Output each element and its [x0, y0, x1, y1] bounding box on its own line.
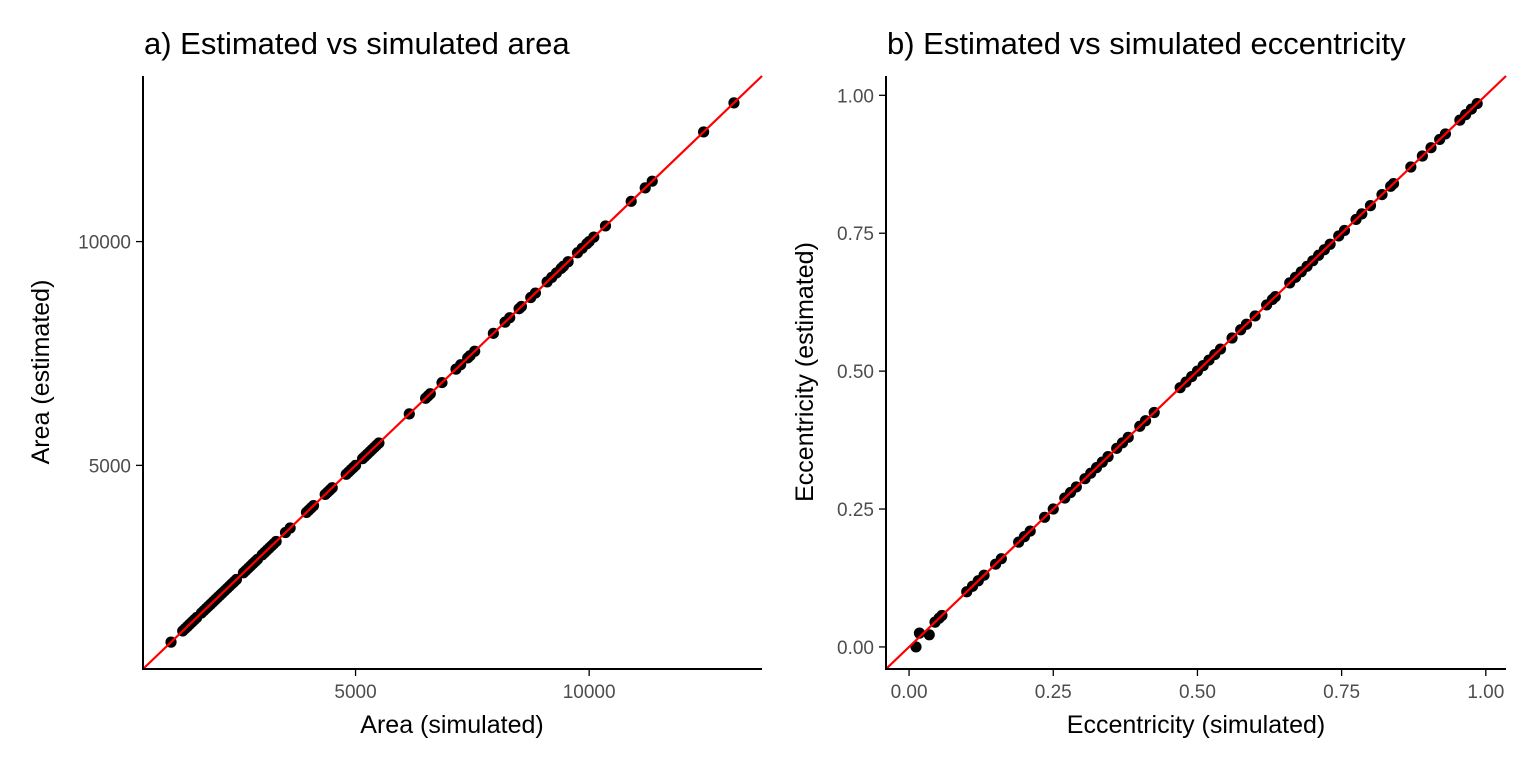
y-tick-label: 0.25	[837, 500, 874, 521]
y-axis-label: Eccentricity (estimated)	[791, 242, 819, 502]
panel-eccentricity: b) Estimated vs simulated eccentricity E…	[791, 26, 1507, 739]
ticks: 0.00 0.25 0.50 0.75 1.00 0.00 0.25 0.50 0.75 1.00	[837, 86, 1504, 703]
axes	[885, 76, 1506, 670]
y-tick-label: 0.50	[837, 362, 874, 383]
axes	[142, 76, 762, 670]
x-tick-label: 0.75	[1323, 682, 1360, 703]
y-tick-label: 0.75	[837, 224, 874, 245]
y-tick-label: 5000	[89, 456, 131, 477]
panel-area: a) Estimated vs simulated area Area (sim…	[27, 26, 763, 739]
chart-title: b) Estimated vs simulated eccentricity	[887, 26, 1406, 61]
x-axis-label: Area (simulated)	[360, 711, 543, 739]
y-tick-label: 1.00	[837, 86, 874, 107]
identity-line-group	[142, 75, 763, 670]
x-tick-label: 0.50	[1179, 682, 1216, 703]
x-tick-label: 10000	[563, 682, 616, 703]
data-point	[923, 629, 935, 641]
x-tick-label: 1.00	[1467, 682, 1504, 703]
chart-title: a) Estimated vs simulated area	[144, 26, 570, 61]
identity-line	[142, 75, 763, 670]
y-tick-label: 10000	[78, 233, 131, 254]
data-point	[913, 627, 926, 639]
identity-line	[885, 75, 1507, 670]
identity-line-group	[885, 75, 1507, 670]
x-tick-label: 0.00	[891, 682, 928, 703]
x-axis-label: Eccentricity (simulated)	[1067, 711, 1325, 739]
y-axis-label: Area (estimated)	[27, 280, 55, 465]
x-tick-label: 5000	[334, 682, 376, 703]
ticks: 5000 10000 5000 10000	[78, 233, 615, 703]
y-tick-label: 0.00	[837, 638, 874, 659]
x-tick-label: 0.25	[1035, 682, 1072, 703]
